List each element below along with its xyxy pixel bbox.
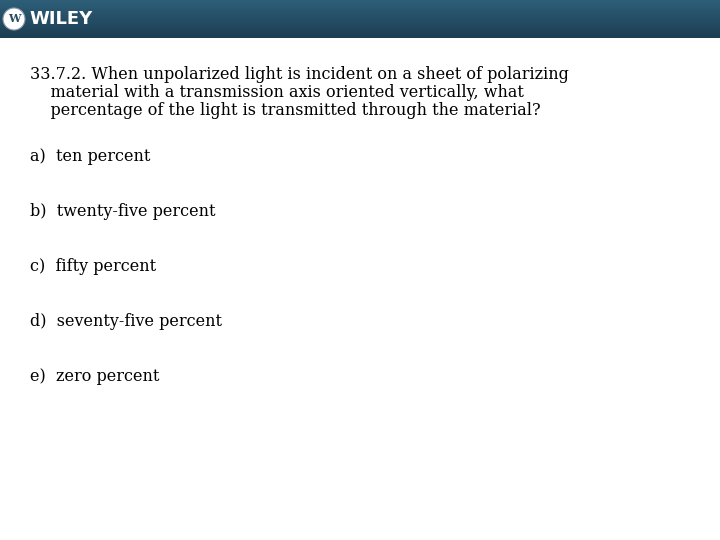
Bar (0, 32, 720, 33)
Text: c)  fifty percent: c) fifty percent (30, 258, 156, 275)
Bar (0, 17, 720, 19)
Bar (0, 35, 720, 36)
Bar (0, 24, 720, 25)
Bar (0, 26, 720, 28)
Bar (0, 6, 720, 8)
Text: d)  seventy-five percent: d) seventy-five percent (30, 313, 222, 330)
Bar (0, 15, 720, 16)
Bar (0, 18, 720, 20)
Text: 33.7.2. When unpolarized light is incident on a sheet of polarizing: 33.7.2. When unpolarized light is incide… (30, 66, 569, 83)
Bar (0, 30, 720, 31)
Bar (0, 29, 720, 30)
Bar (0, 19, 720, 21)
Bar (0, 8, 720, 10)
Bar (0, 21, 720, 22)
Bar (0, 16, 720, 17)
Bar (0, 36, 720, 37)
Bar (0, 5, 720, 6)
Text: b)  twenty-five percent: b) twenty-five percent (30, 203, 215, 220)
Bar (0, 11, 720, 12)
Bar (0, 37, 720, 38)
Bar (0, 1, 720, 2)
Circle shape (3, 8, 25, 30)
Bar (0, 4, 720, 6)
Bar (0, 2, 720, 3)
Bar (0, 33, 720, 34)
Bar (0, 31, 720, 32)
Text: W: W (8, 14, 20, 24)
Text: e)  zero percent: e) zero percent (30, 368, 159, 385)
Bar (0, 22, 720, 23)
Bar (0, 9, 720, 10)
Bar (0, 0, 720, 1)
Bar (0, 14, 720, 15)
Text: percentage of the light is transmitted through the material?: percentage of the light is transmitted t… (30, 102, 541, 119)
Bar (0, 27, 720, 29)
Bar (0, 22, 720, 24)
Bar (0, 2, 720, 4)
Bar (0, 17, 720, 18)
Bar (0, 13, 720, 14)
Text: material with a transmission axis oriented vertically, what: material with a transmission axis orient… (30, 84, 524, 101)
Text: a)  ten percent: a) ten percent (30, 148, 150, 165)
Bar (0, 7, 720, 9)
Bar (0, 25, 720, 26)
Bar (0, 3, 720, 5)
Bar (0, 28, 720, 30)
Bar (0, 12, 720, 14)
Text: WILEY: WILEY (29, 10, 92, 28)
Bar (0, 33, 720, 35)
Bar (0, 23, 720, 25)
Bar (0, 10, 720, 11)
